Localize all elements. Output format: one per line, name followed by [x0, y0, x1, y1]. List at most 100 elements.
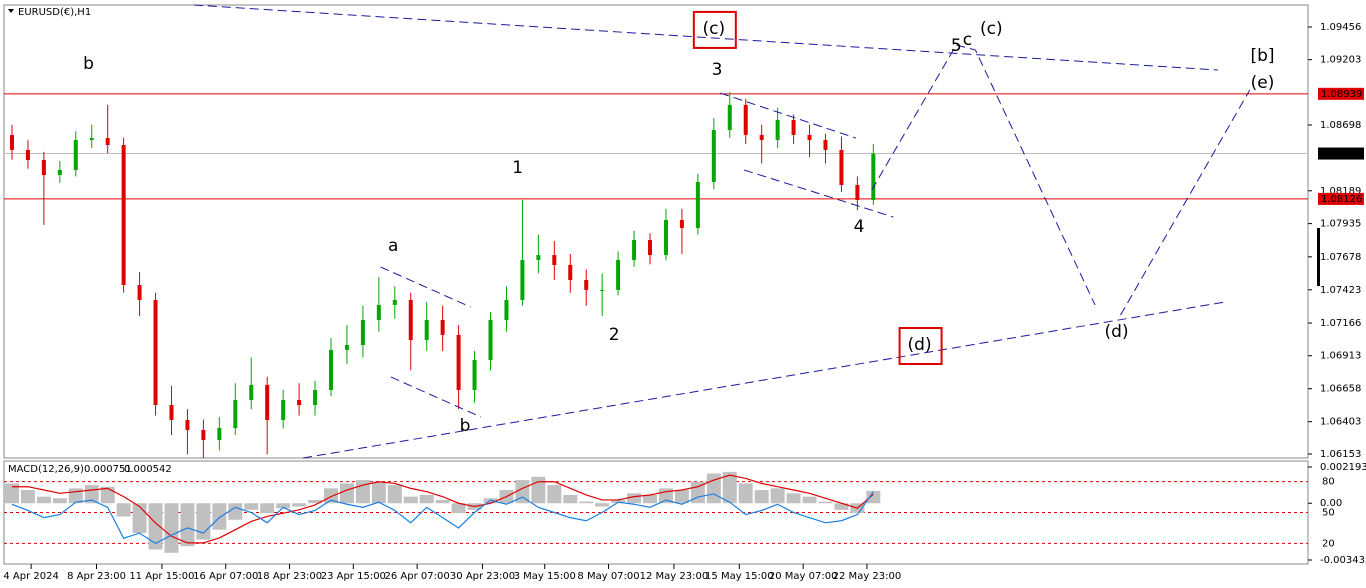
y2-tick-label: 80	[1322, 477, 1335, 488]
wave-label: (d)	[1105, 322, 1129, 342]
candle-body	[791, 119, 796, 135]
macd-bar	[595, 503, 610, 507]
candle-body	[536, 255, 541, 260]
macd-bar	[276, 503, 291, 509]
candle-body	[807, 134, 812, 140]
level-label-box	[1318, 147, 1364, 160]
candle-body	[504, 300, 509, 320]
macd-bar	[866, 490, 881, 504]
level-label: 1.08477	[1321, 149, 1362, 160]
candle-body	[217, 428, 222, 441]
x-tick-label: 30 Apr 23:00	[450, 571, 515, 582]
candle-body	[743, 104, 748, 135]
macd-bar	[371, 481, 386, 504]
candle-body	[839, 149, 844, 185]
candle-body	[41, 160, 46, 176]
trend-line	[302, 301, 1226, 459]
wave-label: (d)	[908, 335, 932, 355]
x-tick-label: 12 May 23:00	[640, 571, 709, 582]
macd-bar	[643, 494, 658, 504]
trend-line	[380, 266, 471, 308]
candle-body	[520, 259, 525, 301]
candle-body	[392, 300, 397, 305]
trend-line	[390, 376, 482, 418]
candle-body	[584, 279, 589, 290]
y-tick-label: 1.08698	[1320, 120, 1361, 131]
wave-label: (e)	[1251, 73, 1275, 93]
candle-body	[185, 419, 190, 430]
y-tick-label: 0.002193	[1320, 462, 1366, 473]
x-tick-label: 4 Apr 2024	[3, 571, 58, 582]
level-label-box	[1318, 192, 1364, 205]
x-tick-label: 16 Apr 07:00	[193, 571, 258, 582]
macd-bar	[563, 494, 578, 504]
wave-label: [b]	[1251, 46, 1275, 66]
candle-body	[616, 259, 621, 290]
x-tick-label: 18 Apr 23:00	[257, 571, 322, 582]
trend-line	[743, 169, 894, 218]
macd-bar	[834, 503, 849, 510]
candle-body	[456, 334, 461, 390]
macd-bar	[818, 501, 833, 504]
scroll-marker	[1317, 228, 1320, 286]
macd-bar	[515, 480, 530, 504]
candle-body	[249, 384, 254, 400]
annotation-box	[898, 327, 943, 366]
wave-label: b	[460, 416, 471, 436]
x-tick-label: 8 Apr 23:00	[67, 571, 126, 582]
menu-arrow[interactable]	[8, 9, 14, 13]
trend-line	[1120, 89, 1251, 316]
candle-body	[360, 319, 365, 346]
macd-bar	[52, 498, 67, 504]
candle-body	[440, 319, 445, 335]
macd-bar	[308, 499, 323, 504]
macd-bar	[786, 493, 801, 504]
macd-bar	[292, 503, 307, 507]
candle-body	[568, 264, 573, 280]
wave-label: 5	[951, 36, 962, 56]
candle-body	[105, 138, 110, 146]
macd-bar	[547, 485, 562, 504]
candle-body	[632, 240, 637, 260]
macd-bar	[419, 494, 434, 504]
x-tick-label: 23 Apr 15:00	[321, 571, 386, 582]
candle-body	[648, 240, 653, 256]
x-tick-label: 22 May 23:00	[833, 571, 902, 582]
wave-label: c	[963, 30, 972, 50]
x-tick-label: 11 Apr 15:00	[129, 571, 194, 582]
macd-bar	[339, 483, 354, 504]
macd-title: MACD(12,26,9)	[8, 464, 84, 475]
y-tick-label: 1.09203	[1320, 55, 1361, 66]
candle-body	[313, 389, 318, 405]
level-label-box	[1318, 87, 1364, 100]
y-tick-label: 0.00	[1320, 498, 1342, 509]
macd-bar	[738, 483, 753, 504]
candle-body	[73, 139, 78, 170]
candle-body	[711, 130, 716, 182]
level-label: 1.08126	[1321, 194, 1362, 205]
candle-body	[376, 304, 381, 320]
y-tick-label: 1.06153	[1320, 449, 1361, 460]
y2-tick-label: 20	[1322, 538, 1335, 549]
macd-bar	[196, 503, 211, 540]
wave-label: 3	[712, 60, 723, 80]
macd-bar	[403, 496, 418, 504]
macd-bar	[451, 503, 466, 514]
macd-bar	[228, 503, 243, 520]
candle-body	[600, 289, 605, 291]
candle-body	[759, 134, 764, 140]
y-tick-label: 1.07935	[1320, 219, 1361, 230]
candle-body	[472, 360, 477, 390]
x-tick-label: 15 May 15:00	[705, 571, 774, 582]
candle-body	[89, 138, 94, 140]
macd-bar	[531, 476, 546, 504]
candle-body	[552, 255, 557, 265]
y-tick-label: 1.06403	[1320, 417, 1361, 428]
wave-label: 4	[854, 217, 865, 237]
x-tick-label: 8 May 07:00	[577, 571, 639, 582]
candle-body	[281, 399, 286, 420]
x-tick-label: 26 Apr 07:00	[385, 571, 450, 582]
y-tick-label: -0.003435	[1320, 555, 1366, 566]
candle-body	[233, 399, 238, 429]
macd-bar	[132, 503, 147, 533]
